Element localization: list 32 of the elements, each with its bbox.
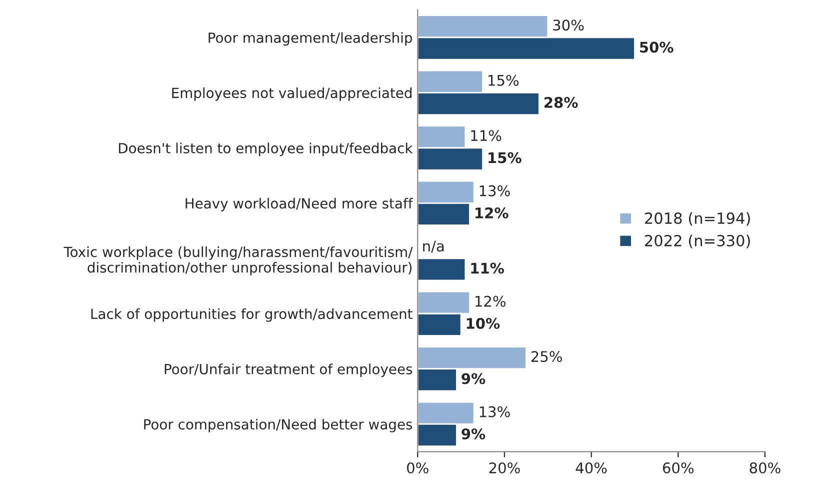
x-tick-label: 0% [407,462,428,474]
data-label: 13% [480,406,510,418]
data-label: 15% [488,152,522,164]
data-label: 11% [471,262,504,274]
data-label: 10% [466,318,500,329]
data-label: 12% [476,296,506,307]
text: n/a [423,240,444,253]
y-tick-label: Toxic workplace (bullying/harassment/favouritism/ discrimination/other unprofessional behaviour) [64,246,413,276]
legend-label: 2022 (n=330) [645,234,750,248]
y-tick-label: Lack of opportunities for growth/advancement [91,308,412,322]
y-tick-label: Employees not valued/appreciated [172,87,412,101]
data-label: 13% [480,185,510,196]
legend-label: 2018 (n=194) [645,212,750,226]
y-tick-label: Doesn't listen to employee input/feedback [118,142,413,156]
data-label: 15% [488,74,519,86]
x-tick-label: 60% [662,462,694,474]
x-tick-label: 80% [750,462,780,474]
y-tick-label: Poor compensation/Need better wages [144,418,412,432]
data-label: 9% [462,373,486,384]
y-tick-label: Heavy workload/Need more staff [186,198,414,212]
data-label: 12% [476,207,508,218]
x-tick-label: 40% [576,462,607,474]
data-label: 50% [640,42,674,53]
data-label: 11% [471,130,502,142]
data-label: 30% [553,20,584,31]
data-label: 25% [531,351,562,362]
data-label: 28% [544,96,578,108]
bar [418,258,466,282]
y-tick-label: Poor management/leadership [208,32,412,46]
data-label: 9% [462,428,486,440]
x-tick-label: 20% [489,462,520,474]
y-tick-label: Poor/Unfair treatment of employees [164,364,412,378]
